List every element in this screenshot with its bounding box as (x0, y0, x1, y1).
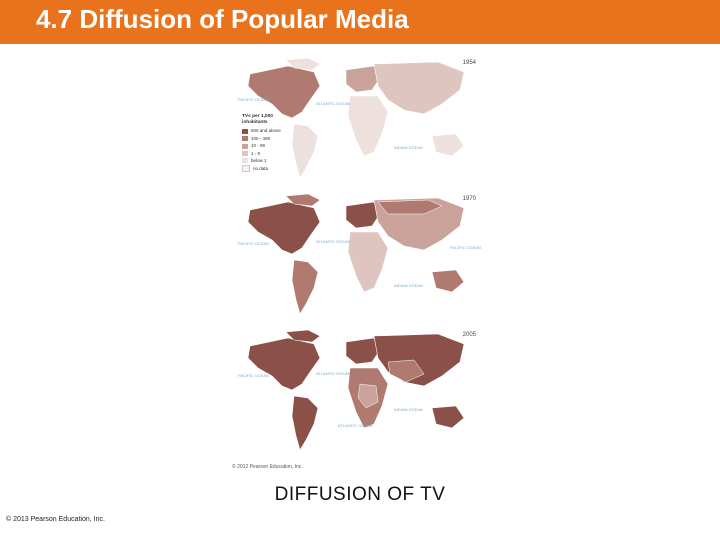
legend-item: 10 - 99 (242, 143, 292, 149)
legend-swatch (242, 128, 248, 134)
europe-land (345, 201, 381, 229)
ocean-label: INDIAN OCEAN (394, 407, 423, 412)
continents-1970 (247, 193, 465, 315)
legend-label: 1 - 9 (251, 150, 261, 156)
legend-swatch (242, 136, 248, 142)
africa-land (347, 231, 389, 293)
south-america-land (291, 395, 319, 451)
legend-label: 500 and above (251, 128, 281, 134)
ocean-label: ATLANTIC OCEAN (316, 239, 351, 244)
tv-diffusion-figure: 1954 TVs per 1,000 inhabitants 500 and a… (228, 56, 482, 472)
legend-item: 500 and above (242, 128, 292, 134)
legend-label: below 1 (251, 157, 267, 163)
ocean-label: PACIFIC OCEAN (238, 373, 269, 378)
ocean-label: PACIFIC OCEAN (450, 245, 481, 250)
ocean-label: INDIAN OCEAN (394, 283, 423, 288)
map-1970: 1970 PACIFIC OCEAN ATLANTIC OCEAN INDIAN… (228, 192, 482, 324)
legend-title: TVs per 1,000 inhabitants (242, 114, 273, 126)
ocean-label: ATLANTIC OCEAN (338, 423, 373, 428)
australia-land (431, 133, 465, 157)
legend-swatch (242, 150, 248, 156)
north-america-land (247, 201, 321, 255)
asia-land (373, 333, 465, 387)
north-america-land (247, 337, 321, 391)
ocean-label: PACIFIC OCEAN (238, 241, 269, 246)
africa-land (347, 95, 389, 157)
map-2005: 2005 PACIFIC OCEAN ATLANTIC OCEAN INDIAN… (228, 328, 482, 460)
year-label: 2005 (462, 332, 476, 338)
legend-item: no data (242, 165, 292, 173)
slide-title: 4.7 Diffusion of Popular Media (36, 4, 409, 34)
legend-label: 100 - 499 (251, 135, 271, 141)
legend-swatch (242, 158, 248, 164)
north-america-land (247, 65, 321, 119)
year-label: 1970 (462, 196, 476, 202)
legend-swatch (242, 165, 250, 173)
legend-item: 1 - 9 (242, 151, 292, 157)
ocean-label: ATLANTIC OCEAN (316, 371, 351, 376)
legend-label: no data (253, 165, 269, 171)
europe-land (345, 65, 381, 93)
legend-item: 100 - 499 (242, 136, 292, 142)
copyright-notice: © 2013 Pearson Education, Inc. (6, 516, 105, 523)
figure-credit: © 2012 Pearson Education, Inc. (232, 464, 303, 470)
continents-1954 (247, 57, 465, 179)
legend-swatch (242, 143, 248, 149)
south-america-land (291, 259, 319, 315)
ocean-label: PACIFIC OCEAN (238, 97, 269, 102)
asia-land (373, 61, 465, 115)
continents-2005 (247, 329, 465, 451)
map-1954: 1954 TVs per 1,000 inhabitants 500 and a… (228, 56, 482, 188)
ocean-label: INDIAN OCEAN (394, 145, 423, 150)
title-bar: 4.7 Diffusion of Popular Media (0, 0, 720, 44)
figure-caption: DIFFUSION OF TV (274, 484, 446, 505)
australia-land (431, 269, 465, 293)
ocean-label: ATLANTIC OCEAN (316, 101, 351, 106)
australia-land (431, 405, 465, 429)
map-legend: TVs per 1,000 inhabitants 500 and above … (242, 114, 292, 174)
europe-land (345, 337, 381, 365)
year-label: 1954 (462, 60, 476, 66)
south-america-land (291, 123, 319, 179)
legend-label: 10 - 99 (251, 143, 266, 149)
legend-item: below 1 (242, 158, 292, 164)
